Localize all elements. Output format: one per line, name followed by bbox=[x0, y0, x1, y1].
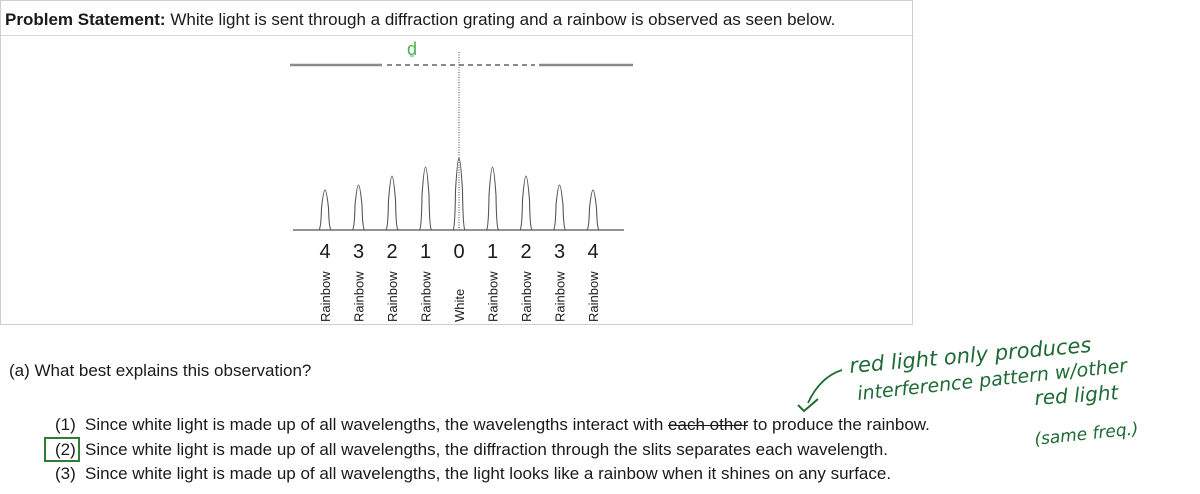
order-label: Rainbow bbox=[385, 271, 400, 322]
intensity-peak bbox=[486, 166, 499, 231]
problem-statement-box: Problem Statement: White light is sent t… bbox=[0, 0, 914, 325]
intensity-peak bbox=[452, 157, 466, 231]
choice-text: Since white light is made up of all wave… bbox=[85, 440, 888, 459]
order-number: 3 bbox=[353, 241, 364, 263]
choice-number: (3) bbox=[55, 464, 76, 483]
order-number: 1 bbox=[420, 241, 431, 263]
selected-answer-box bbox=[44, 437, 80, 462]
struck-text: each other bbox=[668, 415, 749, 434]
order-number: 0 bbox=[453, 241, 464, 263]
choice-number: (1) bbox=[55, 415, 76, 434]
choice-3[interactable]: (3) Since white light is made up of all w… bbox=[55, 464, 891, 484]
order-label: Rainbow bbox=[553, 271, 568, 322]
diffraction-diagram: d 4 Rainbow 3 Rainbow 2 Rainbow 1 Rainbow 0 White… bbox=[290, 39, 633, 322]
intensity-peak bbox=[385, 175, 399, 231]
intensity-peaks bbox=[318, 157, 600, 231]
annotation-line-4: (same freq.) bbox=[1033, 419, 1139, 450]
intensity-peak bbox=[352, 184, 365, 231]
order-label: Rainbow bbox=[486, 271, 501, 322]
problem-statement: Problem Statement: White light is sent t… bbox=[5, 10, 835, 30]
order-number: 1 bbox=[487, 241, 498, 263]
order-label: White bbox=[452, 289, 467, 322]
handwritten-annotation: red light only produces interference pat… bbox=[797, 333, 1140, 450]
intensity-peak bbox=[553, 184, 566, 231]
intensity-peak bbox=[318, 189, 332, 231]
choice-number: (2) bbox=[55, 440, 76, 459]
order-label: Rainbow bbox=[318, 271, 333, 322]
order-label: Rainbow bbox=[586, 271, 601, 322]
intensity-peak bbox=[419, 166, 432, 231]
order-label: Rainbow bbox=[519, 271, 534, 322]
choice-text-before: Since white light is made up of all wave… bbox=[85, 415, 669, 434]
choice-text: Since white light is made up of all wave… bbox=[85, 464, 892, 483]
slit-spacing-label: d bbox=[407, 39, 417, 59]
arrow-icon bbox=[807, 369, 843, 404]
order-number: 2 bbox=[520, 241, 531, 263]
order-label: Rainbow bbox=[352, 271, 367, 322]
choice-2[interactable]: (2) Since white light is made up of all w… bbox=[55, 440, 888, 460]
problem-statement-text: White light is sent through a diffractio… bbox=[170, 10, 836, 29]
choice-1[interactable]: (1) Since white light is made up of all w… bbox=[55, 415, 930, 435]
order-number: 3 bbox=[554, 241, 565, 263]
order-labels: 4Rainbow3Rainbow2Rainbow1Rainbow0White1R… bbox=[318, 241, 601, 322]
problem-statement-label: Problem Statement: bbox=[5, 10, 166, 29]
question-a: (a) What best explains this observation? bbox=[9, 361, 312, 380]
order-number: 4 bbox=[587, 241, 598, 263]
choice-text-after: to produce the rainbow. bbox=[748, 415, 930, 434]
order-number: 4 bbox=[319, 241, 330, 263]
annotation-line-3: red light bbox=[1034, 380, 1121, 410]
order-label: Rainbow bbox=[419, 271, 434, 322]
checkmark-icon bbox=[797, 398, 819, 413]
order-number: 2 bbox=[386, 241, 397, 263]
intensity-peak bbox=[519, 175, 533, 231]
intensity-peak bbox=[586, 189, 600, 231]
header-divider bbox=[1, 35, 914, 36]
